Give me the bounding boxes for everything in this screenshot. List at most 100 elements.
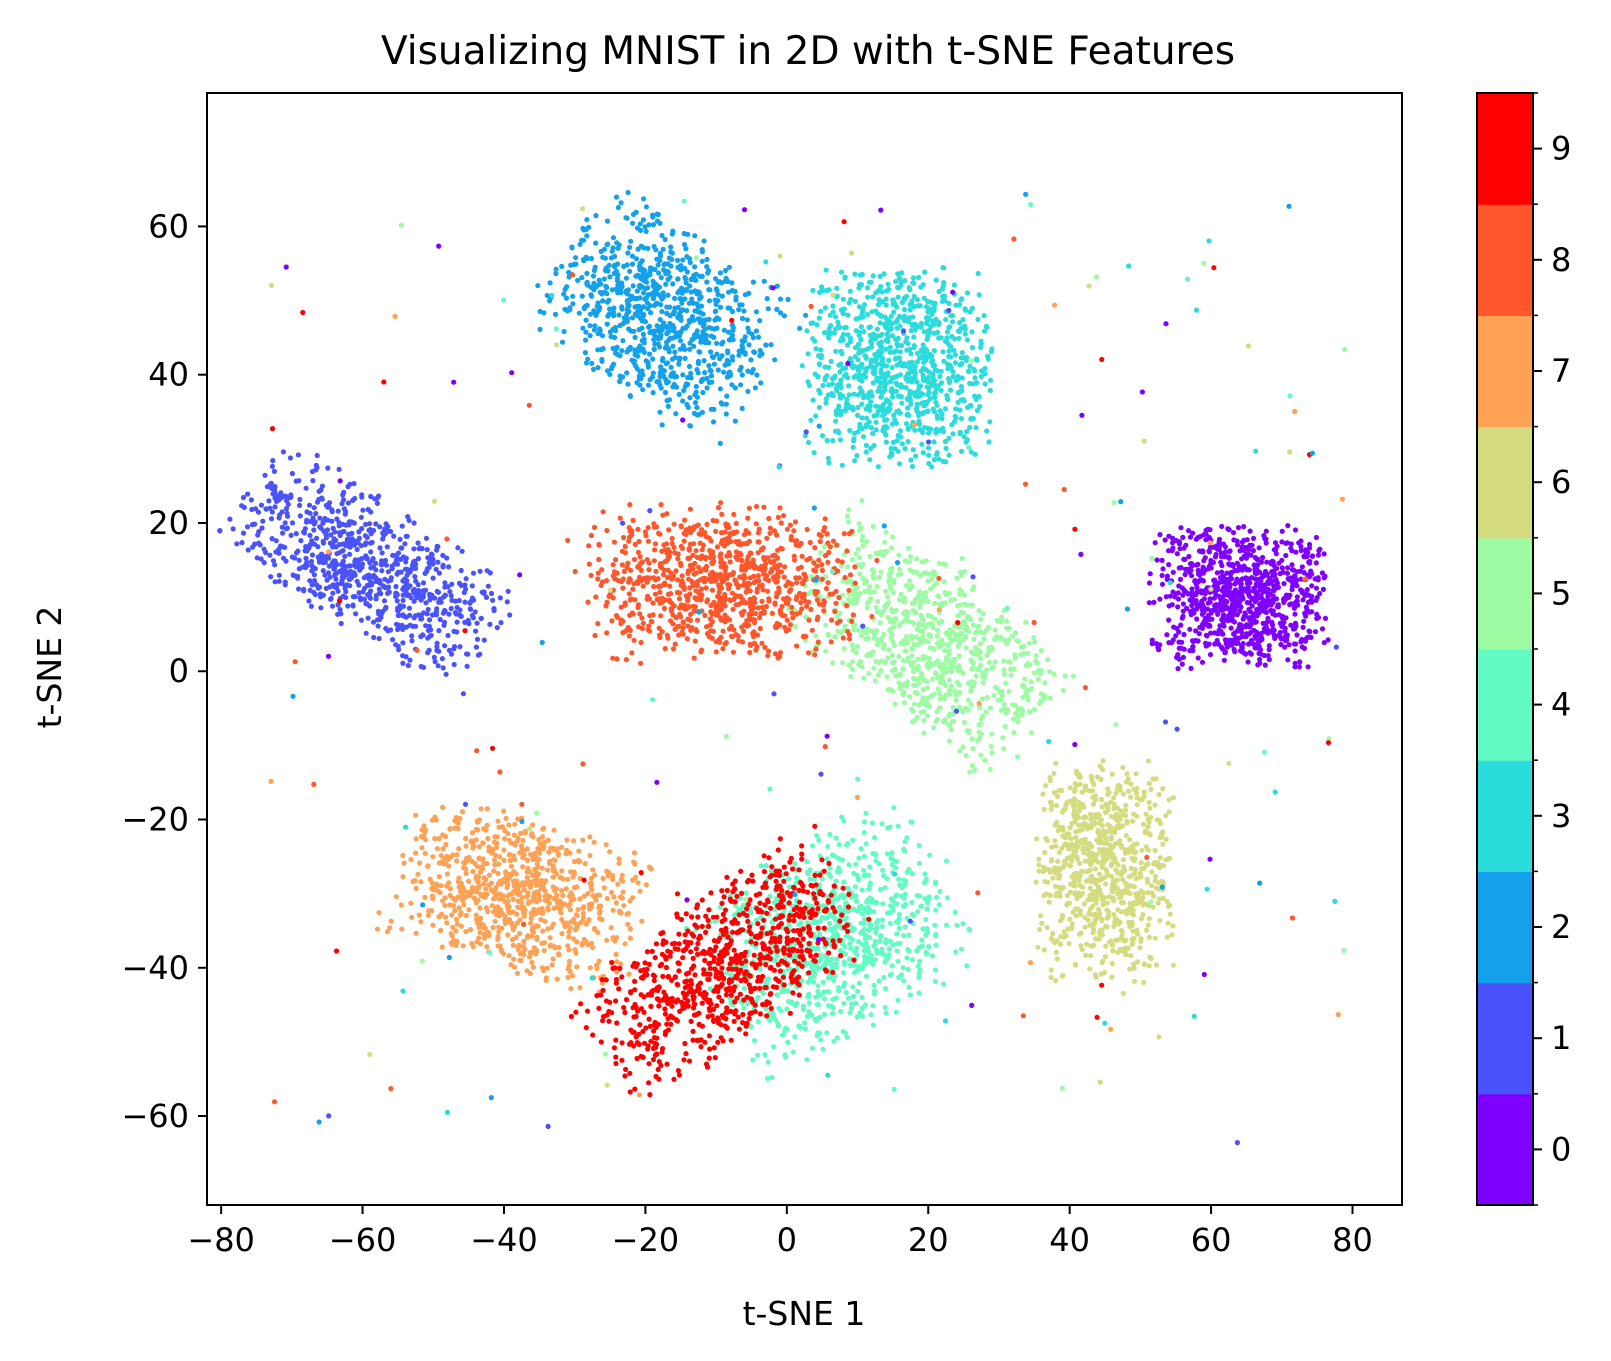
scatter-point-digit-4 — [817, 965, 824, 971]
scatter-point-digit-2 — [694, 405, 700, 411]
scatter-point-digit-2 — [703, 340, 709, 346]
scatter-point-digit-0 — [1216, 593, 1222, 599]
scatter-point-digit-3 — [939, 415, 945, 422]
scatter-point-digit-2 — [755, 334, 762, 340]
scatter-point-digit-3 — [894, 373, 900, 379]
scatter-point-digit-2 — [711, 361, 718, 367]
scatter-point-digit-4 — [845, 885, 851, 891]
scatter-point-digit-3 — [838, 385, 844, 391]
scatter-point-digit-0 — [1207, 652, 1214, 658]
scatter-point-digit-2 — [683, 381, 690, 387]
scatter-point-digit-4 — [807, 876, 813, 882]
scatter-point-digit-0 — [1159, 557, 1165, 564]
scatter-point-digit-1 — [465, 617, 471, 624]
scatter-point-digit-3 — [975, 270, 981, 277]
scatter-point-digit-4 — [755, 1052, 761, 1058]
scatter-point-digit-4 — [926, 894, 932, 900]
scatter-point-digit-5 — [978, 616, 984, 622]
scatter-point-digit-2 — [695, 316, 701, 322]
scatter-point-digit-0 — [1224, 570, 1230, 576]
scatter-point-digit-2 — [683, 286, 689, 293]
scatter-point-digit-4 — [836, 842, 842, 848]
scatter-point-digit-2 — [729, 308, 736, 315]
scatter-point-digit-1 — [478, 615, 484, 621]
scatter-point-digit-4 — [859, 911, 865, 917]
scatter-point-digit-4 — [802, 1020, 808, 1026]
scatter-point-digit-1 — [365, 506, 371, 513]
scatter-point-digit-5 — [901, 641, 908, 647]
scatter-point-digit-1 — [340, 541, 346, 547]
scatter-point-digit-1 — [472, 609, 478, 615]
scatter-point-digit-5 — [973, 673, 979, 679]
scatter-point-digit-4 — [889, 963, 895, 969]
scatter-point-digit-4 — [872, 938, 879, 944]
scatter-point-digit-5 — [952, 656, 958, 663]
scatter-point-digit-2 — [680, 257, 686, 263]
scatter-point-digit-1 — [371, 572, 377, 579]
scatter-point-digit-2 — [704, 385, 710, 391]
scatter-point-digit-5 — [914, 556, 920, 562]
scatter-point-digit-0 — [1175, 666, 1181, 672]
scatter-point-digit-4 — [916, 974, 922, 981]
scatter-point-digit-3 — [921, 399, 927, 406]
scatter-point-digit-4 — [850, 984, 856, 990]
scatter-point-digit-4 — [851, 970, 858, 976]
scatter-point-digit-1 — [364, 534, 370, 541]
scatter-point-digit-0 — [1317, 546, 1323, 552]
scatter-point-digit-3 — [957, 429, 963, 435]
scatter-point-digit-1 — [304, 517, 310, 523]
scatter-point-digit-4 — [863, 973, 870, 979]
scatter-point-digit-1 — [248, 497, 254, 503]
scatter-point-digit-2 — [656, 270, 662, 276]
scatter-point-digit-3 — [822, 364, 828, 370]
scatter-point-digit-1 — [377, 524, 383, 530]
scatter-point-digit-2 — [712, 297, 718, 303]
scatter-point-digit-2 — [656, 344, 663, 350]
scatter-point-digit-0 — [1282, 644, 1288, 650]
scatter-point-digit-0 — [1284, 570, 1290, 576]
scatter-point-digit-3 — [931, 330, 937, 336]
scatter-point-digit-0 — [1221, 590, 1227, 596]
scatter-point-digit-0 — [1272, 635, 1278, 642]
scatter-point-digit-0 — [1194, 616, 1200, 622]
scatter-point-digit-0 — [1176, 541, 1183, 547]
scatter-point-digit-2 — [723, 275, 729, 281]
scatter-point-digit-4 — [810, 920, 816, 926]
scatter-point-digit-0 — [1227, 548, 1233, 554]
scatter-point-digit-4 — [902, 848, 908, 854]
scatter-point-digit-1 — [260, 518, 266, 524]
scatter-point-digit-3 — [871, 442, 877, 449]
scatter-point-digit-4 — [929, 953, 936, 959]
scatter-point-digit-3 — [897, 349, 903, 355]
scatter-point-digit-5 — [992, 627, 998, 633]
scatter-point-digit-2 — [699, 273, 705, 279]
scatter-point-digit-2 — [588, 255, 595, 262]
scatter-point-digit-3 — [868, 399, 874, 405]
scatter-point-digit-5 — [921, 730, 927, 736]
scatter-point-digit-5 — [988, 743, 994, 749]
scatter-point-digit-2 — [596, 330, 602, 336]
scatter-point-digit-5 — [916, 680, 922, 686]
scatter-point-digit-0 — [1291, 605, 1297, 611]
scatter-point-digit-4 — [894, 901, 900, 907]
scatter-point-digit-4 — [779, 989, 785, 995]
scatter-point-digit-4 — [856, 980, 863, 986]
scatter-point-digit-2 — [599, 356, 605, 363]
scatter-point-digit-3 — [893, 319, 899, 325]
scatter-point-digit-2 — [654, 334, 660, 340]
scatter-point-digit-2 — [665, 292, 671, 298]
scatter-point-digit-5 — [896, 597, 903, 603]
scatter-point-digit-2 — [692, 264, 698, 270]
scatter-point-digit-3 — [851, 438, 857, 444]
scatter-point-digit-0 — [1241, 650, 1247, 656]
scatter-point-digit-5 — [877, 620, 883, 626]
scatter-point-digit-2 — [687, 256, 693, 262]
scatter-point-digit-1 — [268, 574, 274, 580]
scatter-point-digit-0 — [1285, 523, 1291, 529]
scatter-point-digit-2 — [641, 349, 648, 355]
scatter-point-digit-4 — [862, 1002, 869, 1008]
scatter-point-digit-2 — [639, 368, 645, 374]
scatter-point-digit-0 — [1180, 601, 1186, 607]
scatter-point-digit-3 — [818, 308, 824, 314]
scatter-point-digit-2 — [593, 240, 599, 246]
